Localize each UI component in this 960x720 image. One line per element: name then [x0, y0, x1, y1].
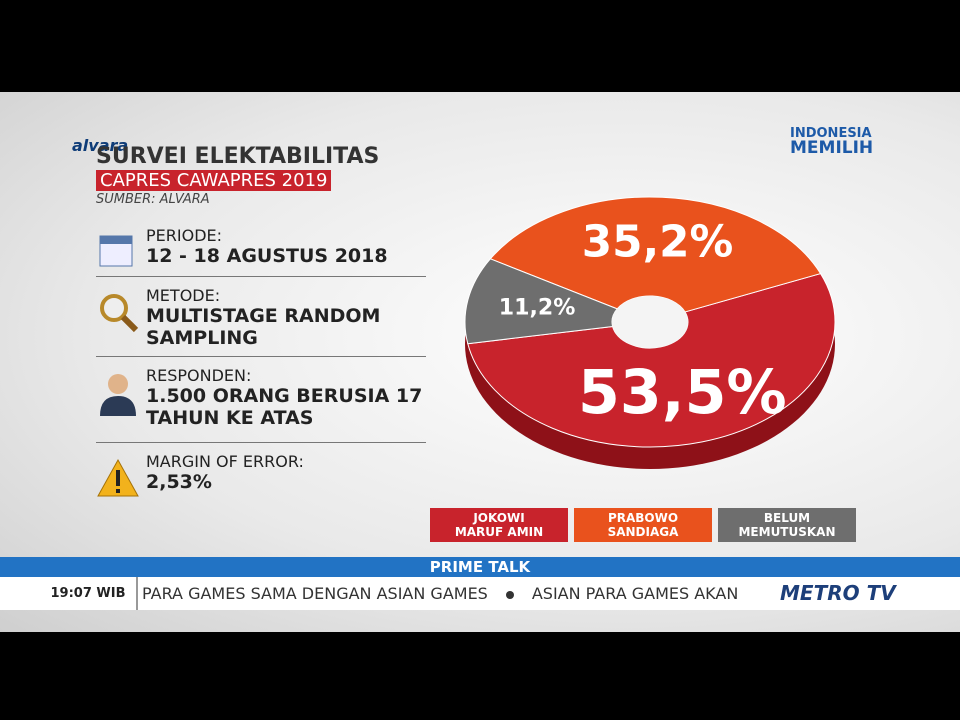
value-label: 11,2%: [499, 295, 576, 320]
legend-entry: PRABOWO SANDIAGA: [574, 508, 712, 542]
headline: PARA GAMES SAMA DENGAN ASIAN GAMES: [142, 584, 488, 603]
logo: alvara: [72, 136, 129, 155]
headlines: PARA GAMES SAMA DENGAN ASIAN GAMES ASIAN …: [142, 577, 772, 610]
legend-entry: BELUM MEMUTUSKAN: [718, 508, 856, 542]
info-item: PERIODE: 12 - 18 AGUSTUS 2018: [96, 226, 426, 277]
calendar-icon: [99, 235, 133, 267]
headline: ASIAN PARA GAMES AKAN: [531, 584, 739, 603]
info-value: 1.500 ORANG BERUSIA 17 TAHUN KE ATAS: [146, 385, 423, 429]
value-label: 35,2%: [582, 217, 734, 268]
ticker-bar: 19:07 WIB PARA GAMES SAMA DENGAN ASIAN G…: [0, 577, 960, 610]
pie-slice: [489, 196, 822, 313]
value-label: 53,5%: [578, 358, 787, 428]
separator-dot: [505, 590, 514, 599]
info-value: MULTISTAGE RANDOM SAMPLING: [146, 305, 381, 349]
info-label: MARGIN OF ERROR:: [146, 452, 304, 471]
info-value: 2,53%: [146, 471, 212, 493]
badge: INDONESIA MEMILIH: [790, 126, 874, 158]
subtitle: CAPRES CAWAPRES 2019: [96, 170, 332, 191]
info-label: PERIODE:: [146, 226, 223, 245]
channel-logo: METRO TV: [780, 581, 896, 605]
person-icon: [100, 374, 136, 416]
info-item: RESPONDEN: 1.500 ORANG BERUSIA 17 TAHUN …: [96, 366, 426, 443]
legend-entry: JOKOWI MARUF AMIN: [430, 508, 568, 542]
title: SURVEI ELEKTABILITAS: [96, 144, 380, 169]
graphic: alvara SURVEI ELEKTABILITAS CAPRES CAWAP…: [0, 92, 960, 632]
badge-line: INDONESIA: [790, 126, 872, 141]
clock: 19:07 WIB: [40, 577, 138, 610]
pie-chart: 53,5% 35,2% 11,2%: [464, 196, 836, 469]
info-value: 12 - 18 AGUSTUS 2018: [146, 245, 388, 267]
badge-line: MEMILIH: [790, 138, 874, 158]
source: SUMBER: ALVARA: [96, 192, 210, 207]
pie-slice: [464, 258, 619, 345]
warning-icon: [97, 458, 139, 497]
info-item: METODE: MULTISTAGE RANDOM SAMPLING: [96, 286, 426, 357]
magnifier-icon: [100, 294, 139, 333]
info-label: RESPONDEN:: [146, 366, 252, 385]
info-item: MARGIN OF ERROR: 2,53%: [96, 452, 426, 498]
pie-hole: [612, 296, 688, 348]
legend: JOKOWI MARUF AMIN PRABOWO SANDIAGA BELUM M…: [430, 508, 856, 542]
program-bar: PRIME TALK: [0, 557, 960, 577]
info-label: METODE:: [146, 286, 221, 305]
